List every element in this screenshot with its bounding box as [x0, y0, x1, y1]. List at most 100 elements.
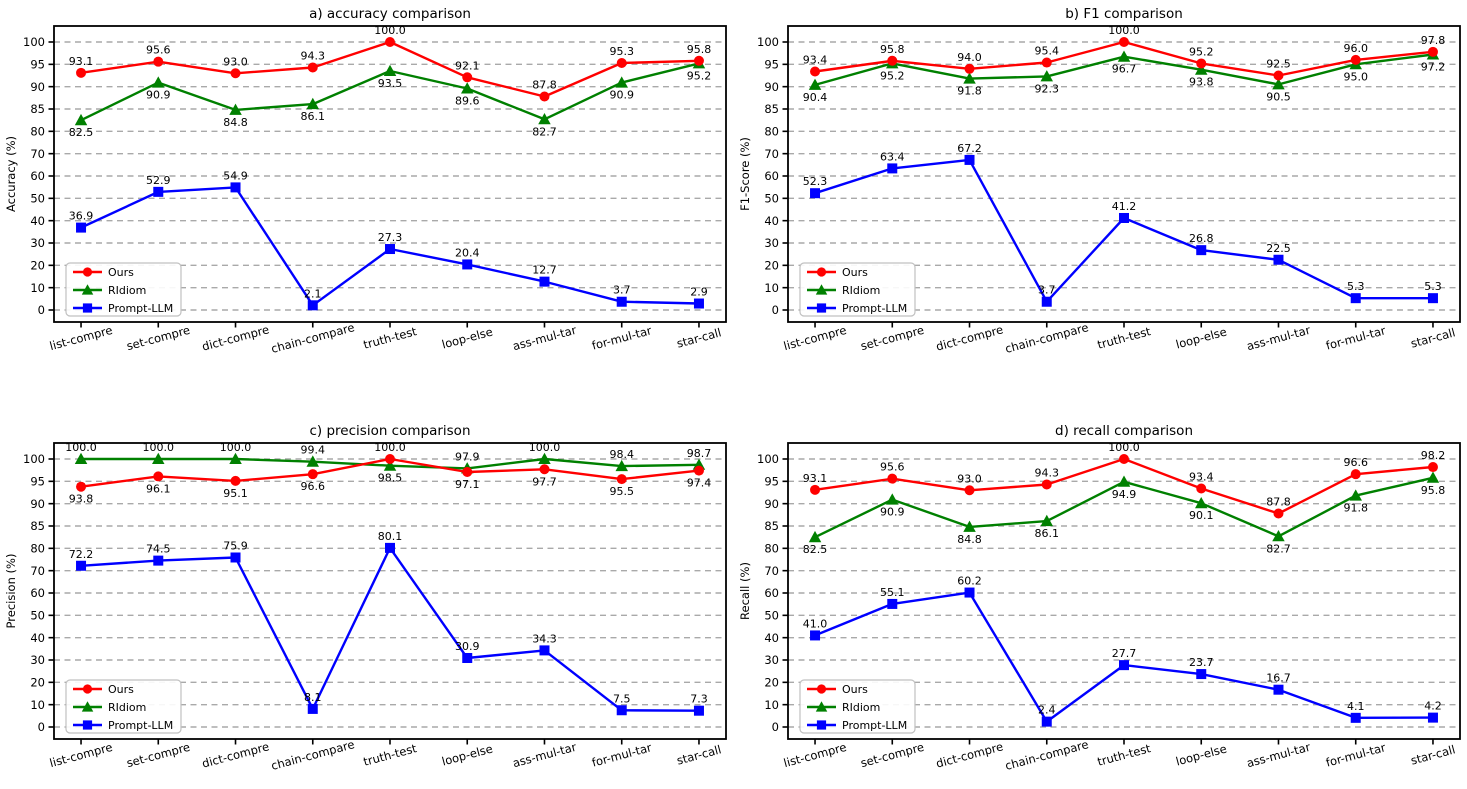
value-label: 95.4	[1034, 45, 1059, 58]
value-label: 86.1	[301, 110, 326, 123]
legend-label: RIdiom	[108, 284, 146, 297]
marker-ours	[964, 63, 975, 74]
marker-prompt-llm	[616, 296, 627, 307]
value-label: 91.8	[957, 85, 982, 98]
legend-box	[798, 262, 916, 317]
marker-ridiom	[808, 530, 821, 542]
marker-prompt-llm	[886, 598, 897, 609]
value-label: 97.8	[1420, 34, 1445, 47]
value-label: 99.4	[301, 443, 326, 456]
marker-ours	[307, 62, 318, 73]
y-tick-label: 90	[30, 80, 45, 94]
value-label: 4.2	[1424, 699, 1442, 712]
value-label: 16.7	[1266, 671, 1291, 684]
value-label: 100.0	[1108, 441, 1140, 454]
marker-ours	[616, 57, 627, 68]
value-label: 93.0	[223, 55, 248, 68]
y-tick-label: 90	[30, 496, 45, 510]
marker-prompt-llm	[1195, 245, 1206, 256]
legend-marker-ridiom	[815, 700, 827, 712]
legend-label: RIdiom	[842, 701, 880, 714]
value-label: 95.6	[146, 44, 171, 57]
marker-ours	[462, 466, 473, 477]
value-label: 93.1	[69, 55, 94, 68]
y-tick-label: 70	[30, 147, 45, 161]
marker-ours	[1118, 37, 1129, 47]
value-label: 12.7	[532, 264, 557, 277]
value-label: 52.3	[802, 175, 827, 188]
value-label: 93.8	[1188, 76, 1213, 89]
legend-entry: RIdiom	[73, 284, 146, 297]
legend-marker-ridiom	[815, 284, 827, 295]
y-tick-label: 80	[30, 541, 45, 555]
marker-prompt-llm	[230, 551, 241, 562]
marker-ours	[539, 91, 550, 102]
marker-ridiom	[962, 520, 976, 532]
marker-ours	[1195, 482, 1206, 493]
value-label: 90.5	[1266, 90, 1291, 103]
value-label: 75.9	[223, 539, 248, 552]
marker-prompt-llm	[307, 300, 318, 311]
marker-ours	[1427, 46, 1438, 57]
y-tick-label: 100	[23, 452, 45, 466]
y-tick-label: 85	[30, 102, 45, 116]
value-label: 20.4	[455, 246, 480, 259]
value-label: 96.1	[146, 482, 171, 495]
value-label: 98.7	[687, 446, 712, 459]
x-tick-label: truth-test	[362, 324, 419, 352]
legend-marker-ours	[816, 267, 826, 277]
value-label: 100.0	[143, 441, 175, 454]
marker-prompt-llm	[462, 652, 473, 663]
value-label: 54.9	[223, 169, 248, 182]
marker-ridiom	[1194, 496, 1207, 508]
value-label: 60.2	[957, 574, 982, 587]
marker-prompt-llm	[462, 259, 473, 270]
legend-marker-ours	[816, 683, 826, 694]
value-label: 82.5	[802, 543, 827, 556]
value-label: 3.7	[1038, 284, 1056, 297]
value-label: 96.0	[1343, 42, 1368, 55]
legend-entry: Ours	[806, 266, 868, 279]
y-tick-label: 95	[764, 474, 779, 488]
x-tick-label: star-call	[1409, 325, 1457, 350]
value-label: 3.7	[613, 284, 631, 297]
y-tick-label: 50	[764, 192, 779, 206]
y-tick-label: 70	[30, 563, 45, 577]
y-tick-label: 0	[771, 720, 778, 734]
y-tick-label: 60	[764, 169, 779, 183]
x-tick-label: star-call	[1409, 742, 1457, 767]
y-tick-label: 30	[30, 236, 45, 250]
y-tick-label: 90	[764, 496, 779, 510]
legend-label: Ours	[108, 683, 134, 696]
value-label: 94.9	[1111, 487, 1136, 500]
value-label: 93.4	[1188, 470, 1213, 483]
marker-ridiom	[1040, 70, 1053, 82]
value-label: 90.4	[802, 91, 827, 104]
y-tick-label: 60	[30, 169, 45, 183]
y-axis-label: F1-Score (%)	[738, 137, 752, 211]
marker-ours	[539, 463, 550, 474]
y-tick-label: 0	[771, 303, 778, 317]
marker-ridiom	[1040, 514, 1053, 526]
value-label: 87.8	[1266, 495, 1291, 508]
marker-prompt-llm	[76, 222, 87, 233]
value-label: 93.5	[378, 77, 403, 90]
subplot-accuracy: 0 10 20 30 40 50 60 70 80 85 90 95 100 list-compre set…	[0, 0, 734, 395]
marker-ridiom	[383, 459, 397, 471]
y-tick-label: 10	[30, 281, 45, 295]
marker-prompt-llm	[1272, 254, 1283, 265]
value-label: 7.5	[613, 692, 631, 705]
marker-ridiom	[383, 64, 397, 76]
value-label: 82.7	[532, 125, 557, 138]
marker-ours	[616, 473, 627, 484]
value-label: 93.0	[957, 472, 982, 485]
subplot-precision: 0 10 20 30 40 50 60 70 80 85 90 95 100 list-compre set…	[0, 395, 734, 789]
value-label: 95.2	[687, 69, 712, 82]
marker-ours	[1041, 478, 1052, 489]
y-tick-label: 10	[30, 697, 45, 711]
legend-entry: Ours	[806, 683, 868, 696]
value-label: 72.2	[69, 547, 94, 560]
